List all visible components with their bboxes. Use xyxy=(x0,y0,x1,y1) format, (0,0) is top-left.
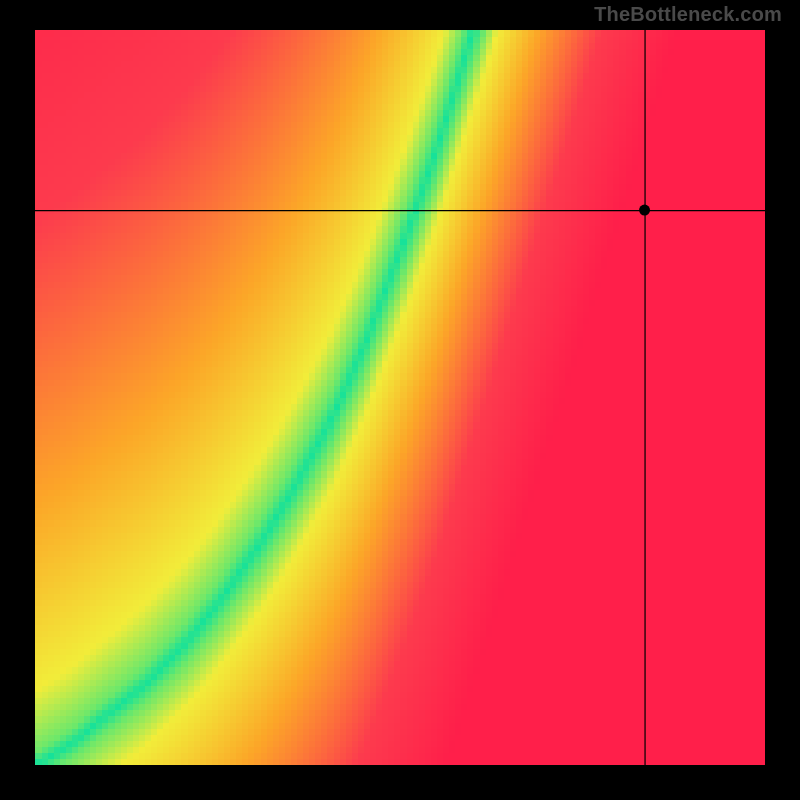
bottleneck-heatmap xyxy=(35,30,765,765)
plot-area xyxy=(35,30,765,765)
chart-container: { "watermark": { "text": "TheBottleneck.… xyxy=(0,0,800,800)
watermark-text: TheBottleneck.com xyxy=(594,4,782,27)
